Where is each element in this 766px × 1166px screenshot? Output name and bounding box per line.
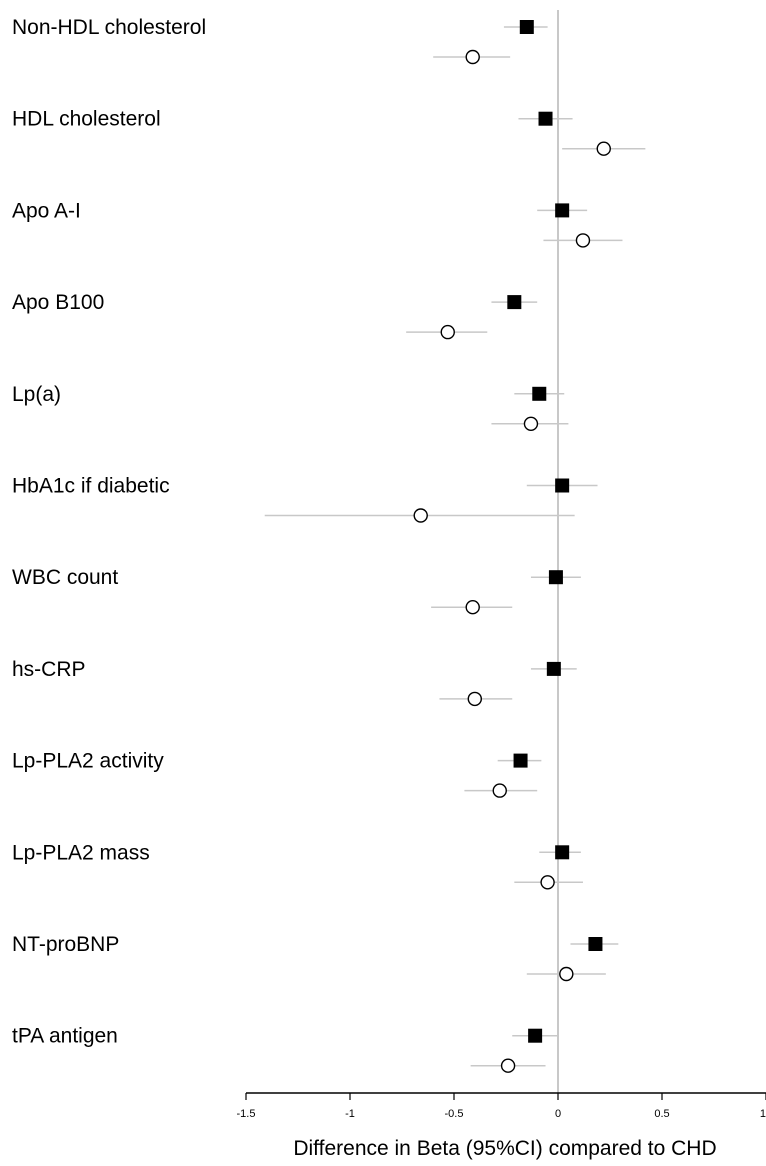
estimate-circle-marker bbox=[465, 600, 480, 615]
estimate-square-marker bbox=[555, 203, 570, 218]
category-label: Non-HDL cholesterol bbox=[12, 16, 206, 39]
x-tick-label: -0.5 bbox=[445, 1108, 464, 1120]
estimate-square-marker bbox=[548, 570, 563, 585]
estimate-square-marker bbox=[546, 661, 561, 676]
category-label: HbA1c if diabetic bbox=[12, 475, 170, 498]
estimate-square-marker bbox=[555, 845, 570, 860]
x-tick-label: 0.5 bbox=[654, 1108, 669, 1120]
category-label-layer: Non-HDL cholesterol HDL cholesterol Apo A-… bbox=[12, 16, 206, 1048]
category-label: HDL cholesterol bbox=[12, 108, 161, 131]
estimate-square-marker bbox=[507, 295, 522, 310]
x-tick-label: -1 bbox=[345, 1108, 355, 1120]
estimate-circle-marker bbox=[500, 1058, 516, 1073]
category-label: Apo B100 bbox=[12, 291, 104, 314]
x-axis: -1.5 -1 -0.5 0 0.5 1 Difference in Beta (95%CI… bbox=[237, 1092, 766, 1160]
x-tick-label: 1 bbox=[760, 1108, 766, 1120]
x-axis-title: Difference in Beta (95%CI) compared to C… bbox=[293, 1137, 716, 1160]
estimate-circle-marker bbox=[523, 416, 539, 431]
category-label: WBC count bbox=[12, 566, 118, 589]
estimate-square-marker bbox=[513, 753, 528, 768]
category-label: Apo A-I bbox=[12, 199, 81, 222]
category-label: Lp(a) bbox=[12, 383, 61, 406]
x-tick-label: -1.5 bbox=[237, 1108, 256, 1120]
estimate-square-marker bbox=[519, 20, 534, 34]
category-label: Lp-PLA2 activity bbox=[12, 750, 164, 773]
category-label: hs-CRP bbox=[12, 658, 86, 681]
category-label: tPA antigen bbox=[12, 1025, 118, 1048]
estimate-circle-marker bbox=[465, 49, 480, 65]
x-tick-label: 0 bbox=[555, 1108, 561, 1120]
estimate-circle-marker bbox=[559, 966, 574, 982]
estimate-square-marker bbox=[532, 386, 547, 401]
estimate-circle-marker bbox=[492, 783, 507, 798]
estimate-marker-layer bbox=[413, 20, 611, 1073]
category-label: Lp-PLA2 mass bbox=[12, 841, 150, 864]
estimate-square-marker bbox=[555, 478, 570, 493]
estimate-circle-marker bbox=[540, 875, 555, 890]
estimate-circle-marker bbox=[440, 324, 455, 340]
estimate-square-marker bbox=[538, 111, 553, 126]
estimate-circle-marker bbox=[596, 141, 611, 156]
confidence-interval-layer bbox=[264, 26, 646, 1067]
estimate-circle-marker bbox=[467, 691, 482, 707]
category-label: NT-proBNP bbox=[12, 933, 119, 956]
estimate-square-marker bbox=[588, 937, 603, 951]
estimate-circle-marker bbox=[575, 233, 591, 248]
estimate-square-marker bbox=[528, 1028, 543, 1043]
estimate-circle-marker bbox=[413, 508, 428, 523]
